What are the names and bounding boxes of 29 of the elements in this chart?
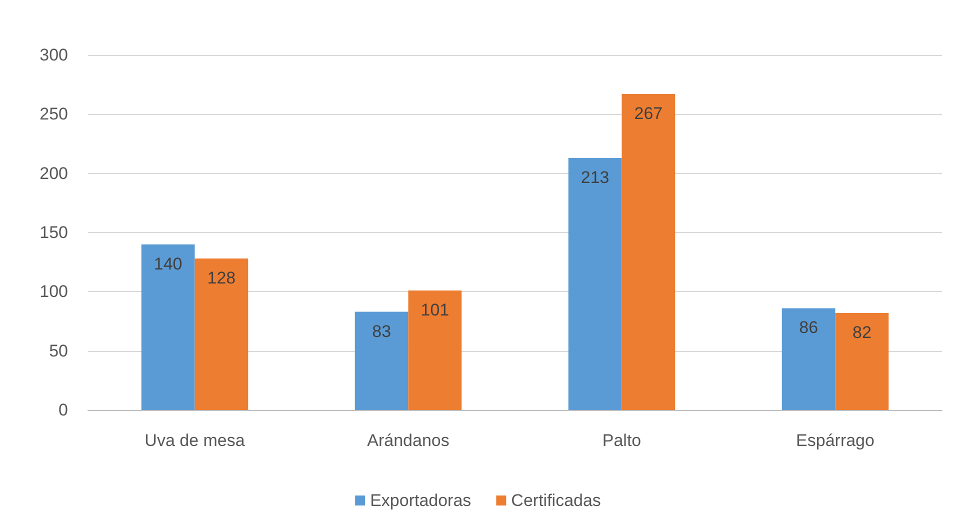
- bar: [568, 158, 622, 410]
- y-tick-label: 300: [40, 46, 68, 64]
- bar: [782, 308, 836, 410]
- bar: [194, 258, 248, 410]
- data-label: 83: [372, 322, 392, 341]
- bar: [408, 290, 462, 410]
- x-tick-label: Palto: [602, 431, 642, 450]
- x-tick-label: Espárrago: [796, 431, 874, 450]
- data-label: 213: [580, 168, 610, 187]
- bar: [141, 244, 195, 410]
- y-tick-label: 100: [40, 282, 68, 302]
- data-label: 128: [207, 268, 236, 288]
- y-tick-label: 250: [40, 104, 68, 124]
- y-tick-label: 0: [58, 400, 68, 420]
- y-tick-label: 150: [40, 223, 68, 242]
- data-label: 267: [634, 104, 663, 124]
- x-tick-label: Uva de mesa: [144, 431, 246, 450]
- bar: [354, 312, 408, 410]
- legend-label: Exportadoras: [370, 491, 472, 510]
- bar: [622, 94, 676, 410]
- legend-label: Certificadas: [511, 491, 601, 510]
- y-tick-label: 50: [49, 341, 68, 360]
- data-label: 86: [799, 318, 818, 338]
- y-tick-label: 200: [40, 164, 68, 183]
- bar: [835, 312, 889, 410]
- data-label: 101: [420, 300, 450, 320]
- data-label: 82: [852, 322, 872, 342]
- data-label: 140: [154, 254, 182, 274]
- x-tick-label: Arándanos: [367, 431, 450, 450]
